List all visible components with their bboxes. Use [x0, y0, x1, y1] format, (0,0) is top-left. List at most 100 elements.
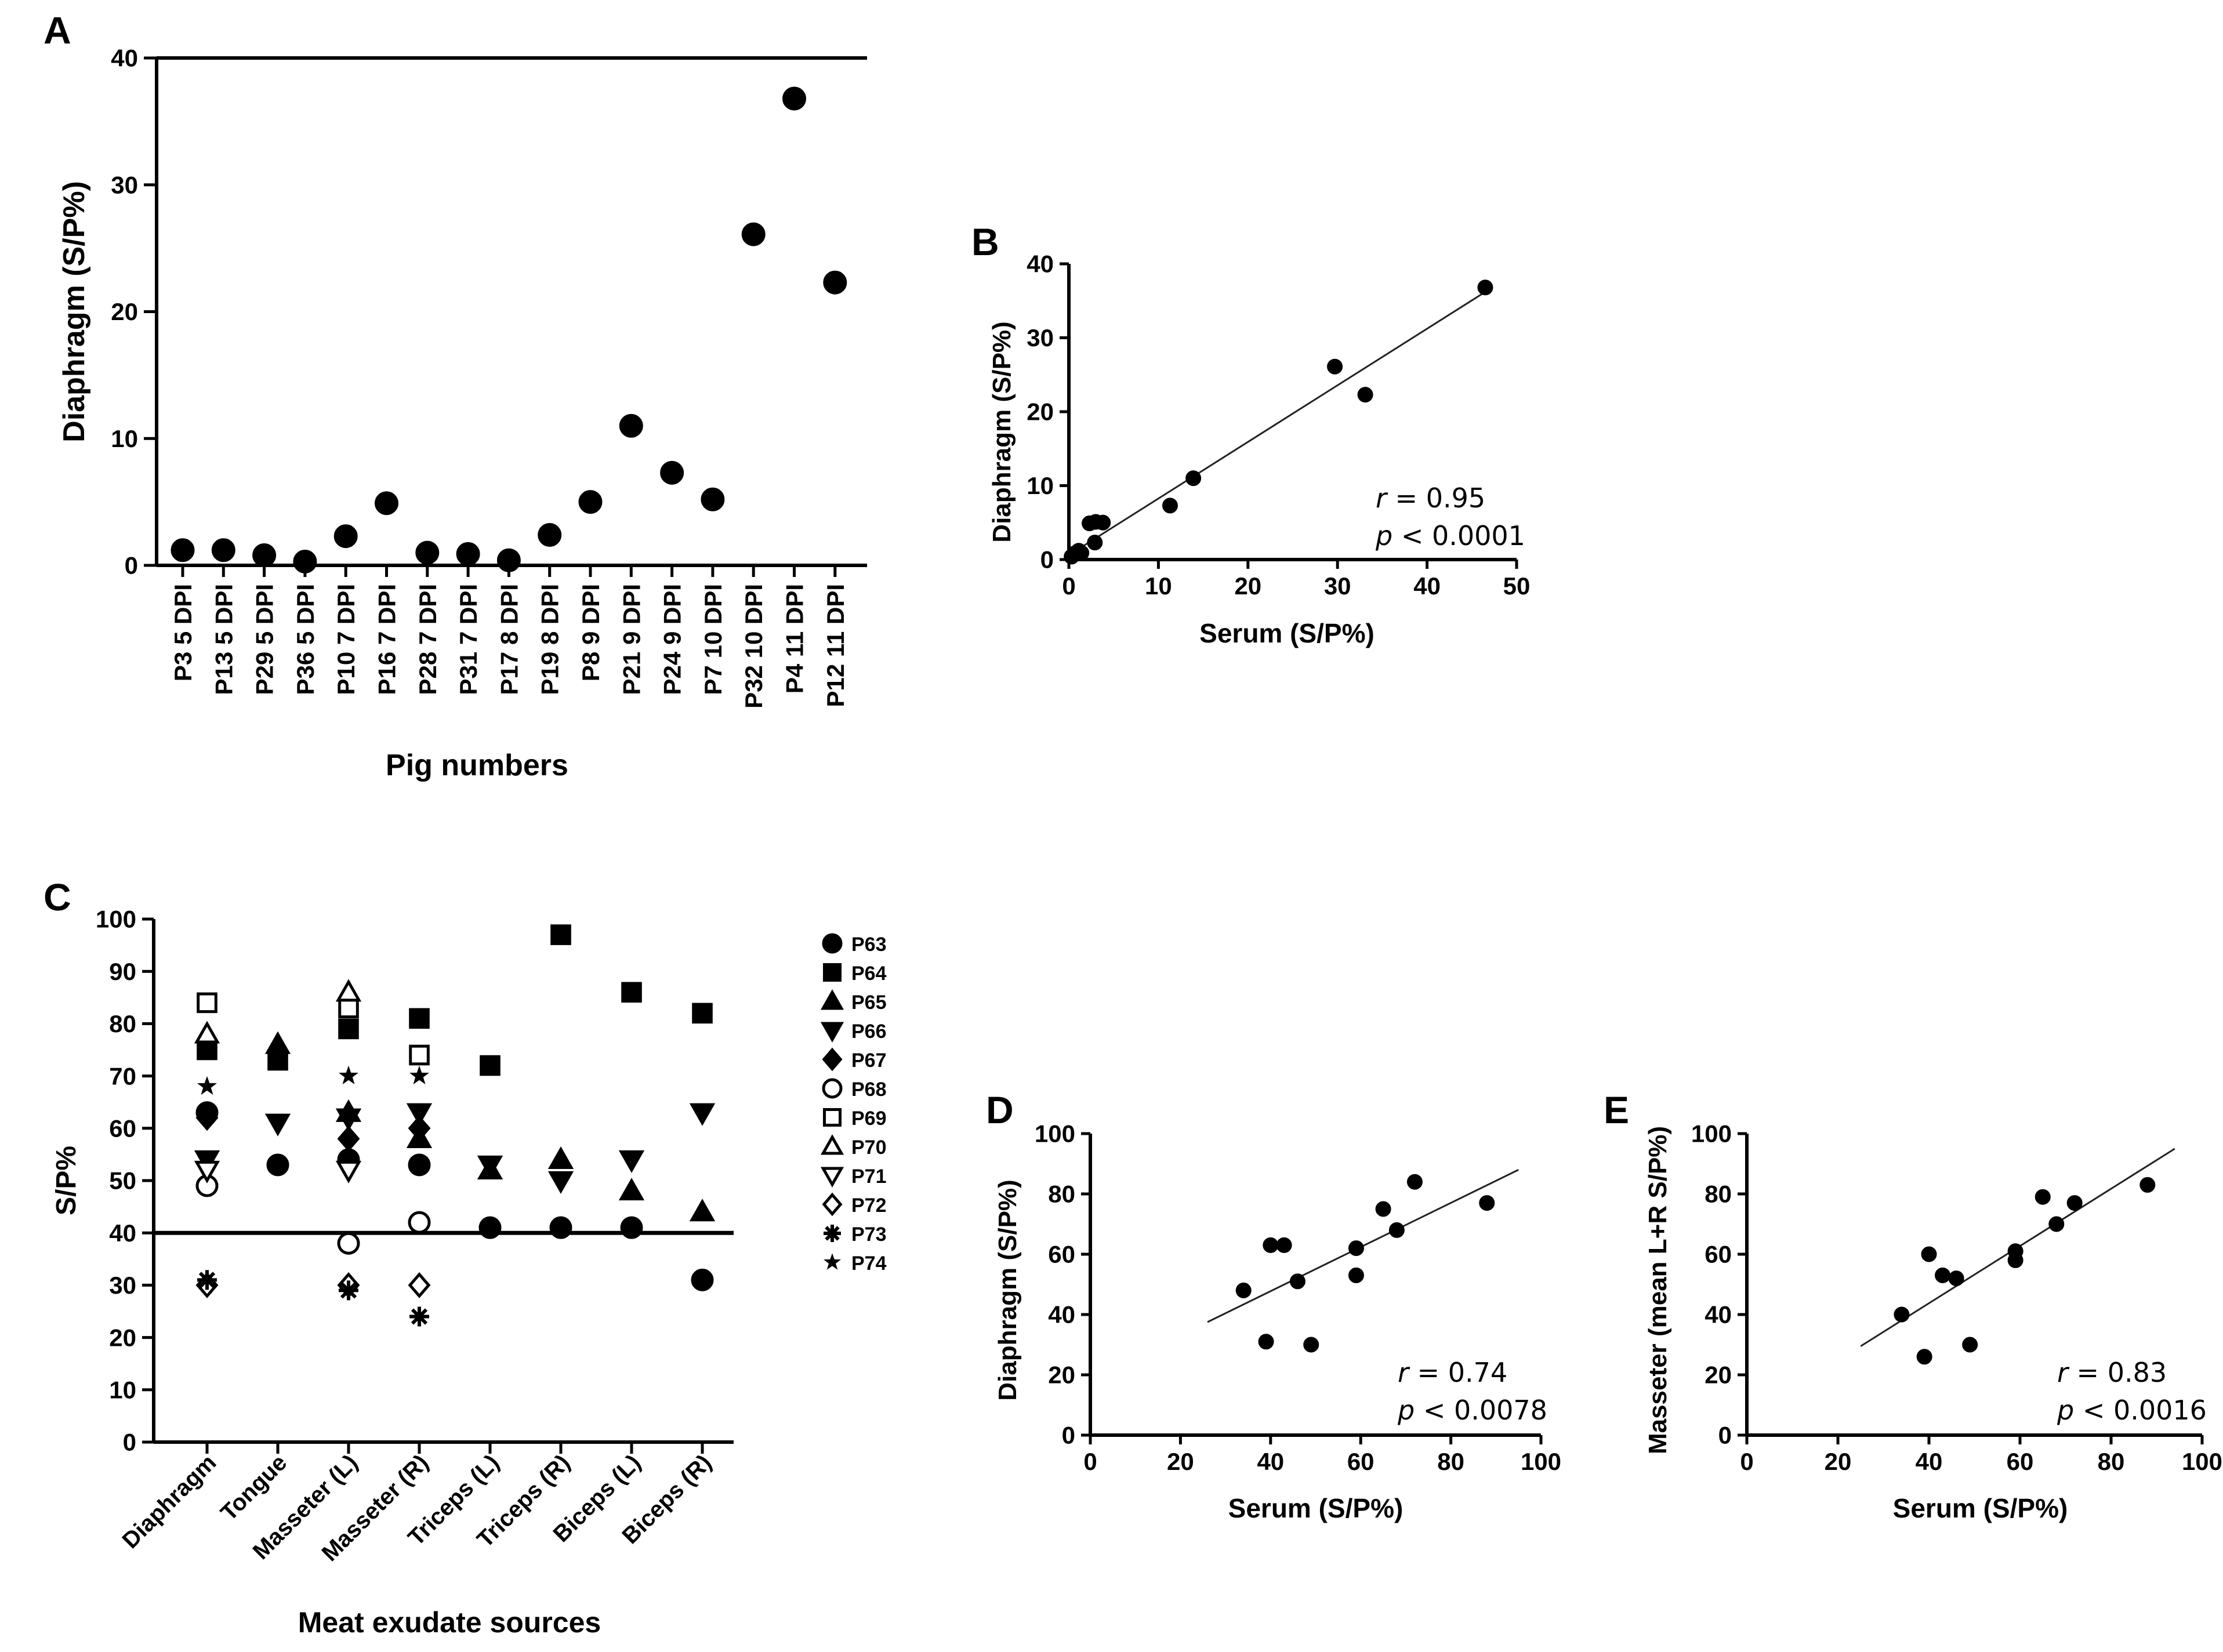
legend-label: P70 — [851, 1137, 887, 1159]
y-tick-label: 20 — [111, 298, 138, 325]
legend-marker — [822, 933, 843, 954]
y-axis-title: S/P% — [51, 1146, 82, 1215]
legend-label: P65 — [851, 992, 887, 1014]
category-label: P36 5 DPI — [292, 584, 319, 695]
data-point — [496, 548, 521, 572]
y-tick-label: 100 — [1035, 1120, 1075, 1148]
data-point — [1357, 387, 1373, 403]
panel-label: A — [43, 9, 71, 52]
data-point-p63 — [408, 1153, 431, 1177]
p-text: < 0.0016 — [2074, 1395, 2207, 1426]
legend-marker — [822, 1192, 843, 1217]
y-tick-label: 40 — [1048, 1301, 1075, 1328]
legend-label: P73 — [851, 1223, 887, 1246]
data-point — [293, 549, 317, 573]
data-point — [1477, 279, 1493, 296]
data-point-p64 — [692, 1003, 713, 1024]
x-axis-title: Serum (S/P%) — [1199, 618, 1375, 648]
data-point — [171, 538, 195, 562]
data-point — [211, 538, 235, 562]
data-point-p67 — [337, 1125, 360, 1152]
category-label: P28 7 DPI — [414, 584, 441, 695]
p-symbol: p — [2057, 1395, 2074, 1426]
data-point — [2007, 1243, 2023, 1259]
panel-label: D — [986, 1088, 1014, 1131]
data-point — [1479, 1195, 1495, 1211]
y-tick-label: 0 — [1718, 1422, 1732, 1449]
y-tick-label: 40 — [1705, 1301, 1732, 1328]
data-point — [1263, 1237, 1279, 1253]
data-point-p67 — [195, 1105, 219, 1131]
data-point-p63 — [266, 1153, 289, 1177]
data-point — [1185, 470, 1202, 486]
data-point-p65 — [547, 1146, 574, 1170]
p-text: < 0.0078 — [1415, 1395, 1547, 1426]
data-point — [2139, 1177, 2156, 1193]
category-label: P21 9 DPI — [618, 584, 645, 695]
y-tick-label: 0 — [125, 552, 138, 579]
legend-label: P63 — [851, 934, 887, 956]
category-label: P3 5 DPI — [169, 584, 197, 681]
legend-label: P68 — [851, 1079, 887, 1101]
category-label: P29 5 DPI — [251, 584, 278, 695]
category-label: P31 7 DPI — [455, 584, 482, 695]
data-point — [660, 460, 684, 485]
data-point-p66 — [335, 1108, 362, 1131]
panel-b: B 0 10 20 30 40 0 10 20 30 40 50 Diaphragm (S/P%) Ser… — [971, 220, 1530, 648]
legend-marker — [823, 963, 842, 982]
y-tick-label: 0 — [123, 1429, 136, 1456]
y-tick-label: 20 — [109, 1324, 136, 1351]
x-tick-label: 40 — [1916, 1448, 1943, 1475]
x-tick-label: 0 — [1740, 1448, 1753, 1475]
y-axis-title: Diaphragm (S/P%) — [988, 321, 1016, 542]
data-point — [1375, 1201, 1391, 1217]
y-tick-label: 20 — [1027, 398, 1054, 426]
legend-marker — [823, 1108, 842, 1127]
data-point-p73 — [409, 1306, 429, 1327]
legend-marker — [822, 1078, 843, 1099]
panel-a: A 0 10 20 30 40 P3 5 DPI P13 5 DPI P29 5 DPI P36 … — [43, 9, 867, 782]
x-tick-label: 80 — [1437, 1448, 1464, 1475]
data-point-p74 — [339, 1065, 358, 1085]
y-tick-label: 30 — [1027, 324, 1054, 351]
legend-label: P69 — [851, 1108, 887, 1130]
legend-label: P67 — [851, 1050, 887, 1072]
data-point-p70 — [335, 979, 362, 1002]
panel-label: B — [971, 220, 999, 263]
legend-marker — [820, 1022, 844, 1043]
x-tick-label: 60 — [2007, 1448, 2034, 1475]
x-tick-label: 20 — [1825, 1448, 1852, 1475]
r-value: r = 0.95 — [1376, 482, 1485, 514]
data-point — [619, 413, 643, 438]
data-point — [1388, 1222, 1405, 1238]
data-point-p69 — [338, 997, 359, 1019]
legend-marker — [820, 1134, 844, 1155]
y-tick-label: 50 — [109, 1167, 136, 1194]
y-axis-title: Masseter (mean L+R S/P%) — [1644, 1126, 1672, 1454]
category-label: P4 11 DPI — [781, 584, 808, 694]
y-tick-label: 0 — [1040, 546, 1054, 573]
legend-label: P66 — [851, 1021, 887, 1043]
r-symbol: r — [2057, 1357, 2070, 1388]
data-point-p66 — [406, 1103, 433, 1126]
p-symbol: p — [1397, 1395, 1415, 1426]
panel-label: E — [1604, 1088, 1629, 1131]
data-point-p71 — [335, 1160, 362, 1183]
panel-e: E 0 20 40 60 80 100 0 20 40 60 80 100 Masseter (mean … — [1604, 1088, 2222, 1523]
data-point — [1348, 1240, 1364, 1257]
data-point-p64 — [338, 1018, 359, 1040]
data-point-p65 — [264, 1031, 291, 1054]
y-tick-label: 40 — [109, 1219, 136, 1247]
r-value: r = 0.83 — [2057, 1357, 2167, 1388]
r-symbol: r — [1376, 482, 1388, 514]
data-point — [1303, 1337, 1319, 1353]
data-point-p63 — [549, 1216, 572, 1239]
y-tick-label: 80 — [1048, 1181, 1075, 1208]
data-point-p68 — [337, 1232, 360, 1255]
x-axis-title: Meat exudate sources — [298, 1606, 601, 1639]
data-point-p66 — [477, 1155, 503, 1178]
y-tick-label: 20 — [1048, 1361, 1075, 1389]
data-point — [1916, 1349, 1932, 1365]
y-tick-label: 100 — [1691, 1120, 1732, 1148]
legend-marker — [820, 989, 844, 1010]
